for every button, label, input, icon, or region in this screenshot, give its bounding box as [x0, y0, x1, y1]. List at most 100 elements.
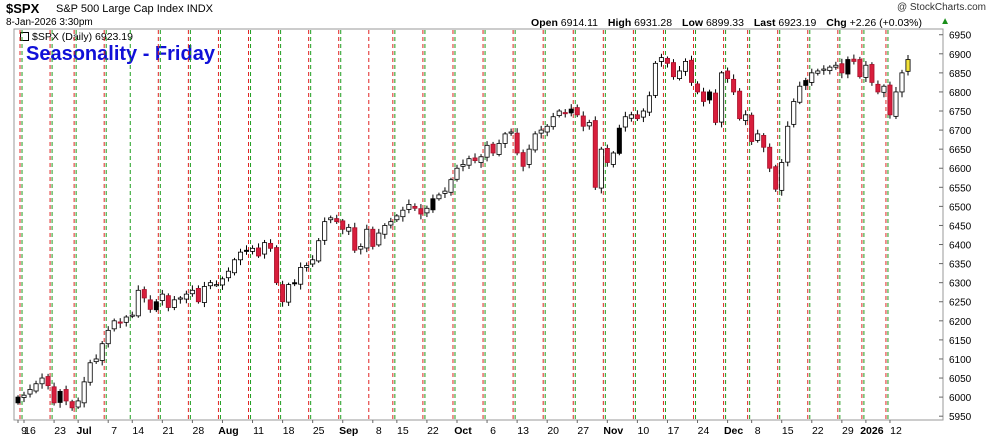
candle: [538, 129, 544, 134]
candle: [33, 383, 39, 392]
candle: [424, 207, 430, 214]
x-tick-label: 9: [21, 425, 27, 437]
candle: [586, 122, 592, 127]
candle: [803, 80, 809, 86]
candle: [147, 299, 153, 310]
candle: [514, 132, 520, 154]
candle: [358, 246, 364, 250]
candle: [15, 396, 21, 404]
x-tick-label: 23: [54, 425, 66, 437]
y-tick-label: 6000: [949, 393, 972, 404]
x-tick-label: 27: [577, 425, 589, 437]
x-tick-label: 20: [547, 425, 559, 437]
candle: [195, 287, 201, 303]
copyright[interactable]: @ StockCharts.com: [896, 2, 986, 13]
candle: [63, 389, 69, 402]
candle: [87, 362, 93, 383]
candle: [719, 72, 725, 123]
x-tick-label: 2026: [860, 425, 884, 437]
candle: [797, 85, 803, 103]
candle: [27, 389, 33, 395]
x-tick-label: Sep: [339, 425, 358, 437]
candle: [857, 59, 863, 78]
candle: [370, 228, 376, 247]
candle: [574, 107, 580, 116]
x-tick-label: 18: [283, 425, 295, 437]
candle: [695, 83, 701, 93]
candle: [610, 152, 616, 165]
candle: [316, 240, 322, 262]
candle: [851, 58, 857, 62]
y-tick-label: 6500: [949, 202, 972, 213]
candle: [532, 133, 538, 151]
candle: [159, 293, 165, 302]
y-tick-label: 6400: [949, 241, 972, 252]
index-name: S&P 500 Large Cap Index INDX: [56, 3, 213, 15]
x-tick-label: 6: [490, 425, 496, 437]
candle: [520, 152, 526, 167]
candle: [189, 289, 195, 295]
candle: [346, 226, 352, 232]
candle: [117, 321, 123, 324]
x-tick-label: 24: [698, 425, 710, 437]
candle: [304, 265, 310, 268]
candle: [394, 215, 400, 221]
candle: [225, 270, 231, 279]
candle: [412, 205, 418, 209]
candle: [274, 247, 280, 284]
candle: [875, 83, 881, 93]
symbol: $SPX: [6, 1, 40, 16]
candle: [863, 64, 869, 78]
y-tick-label: 6050: [949, 374, 972, 385]
candle: [171, 299, 177, 308]
y-tick-label: 6350: [949, 260, 972, 271]
candle: [731, 78, 737, 93]
triangle-up-icon: ▲: [940, 16, 950, 27]
candle: [207, 282, 213, 287]
candle: [821, 68, 827, 71]
candle: [45, 376, 51, 387]
candle: [502, 133, 508, 144]
x-tick-label: 25: [313, 425, 325, 437]
quote-stats: Open 6914.11 High 6931.28 Low 6899.33 La…: [528, 17, 926, 29]
candle: [869, 64, 875, 83]
chg-label: Chg: [826, 17, 847, 29]
candle: [761, 135, 767, 148]
candle: [544, 125, 550, 133]
candle: [496, 143, 502, 155]
candle: [779, 162, 785, 191]
y-tick-label: 6600: [949, 164, 972, 175]
candle: [286, 284, 292, 303]
candle: [664, 57, 670, 64]
candle: [634, 114, 640, 120]
candle: [334, 218, 340, 223]
candle: [75, 400, 81, 408]
candle: [418, 208, 424, 215]
candle: [292, 282, 298, 285]
open-value: 6914.11: [560, 17, 598, 29]
candle: [406, 204, 412, 210]
candle: [713, 92, 719, 123]
candle: [556, 110, 562, 116]
candle: [310, 259, 316, 265]
candle: [580, 115, 586, 127]
candle: [881, 85, 887, 93]
candle: [99, 343, 105, 361]
candle: [21, 394, 27, 398]
x-tick-label: Oct: [454, 425, 472, 437]
candle: [628, 114, 634, 119]
exchange-label: INDX: [186, 3, 213, 15]
candle: [250, 247, 256, 252]
y-tick-label: 6150: [949, 336, 972, 347]
x-tick-label: 10: [638, 425, 650, 437]
candle: [833, 64, 839, 68]
candle: [478, 156, 484, 163]
x-tick-label: 15: [782, 425, 794, 437]
candle: [737, 90, 743, 120]
candle: [815, 70, 821, 74]
candle: [622, 116, 628, 128]
x-tick-label: 22: [812, 425, 824, 437]
candle: [670, 62, 676, 78]
candle: [165, 295, 171, 308]
